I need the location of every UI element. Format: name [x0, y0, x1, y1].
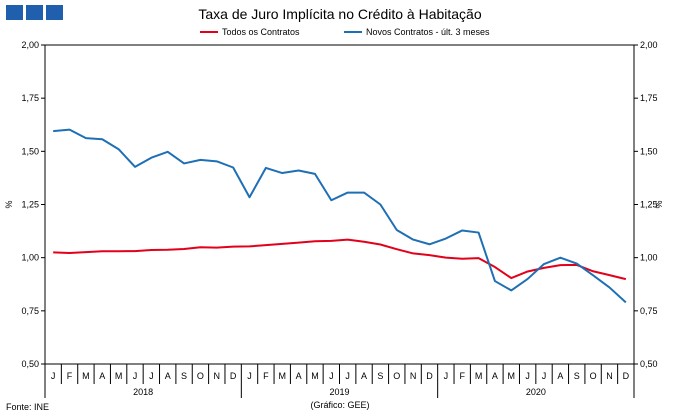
x-tick-label: O: [197, 371, 204, 381]
x-tick-label: N: [606, 371, 613, 381]
x-tick-label: A: [361, 371, 367, 381]
y-tick-label-right: 0,75: [640, 306, 658, 316]
x-tick-label: A: [557, 371, 563, 381]
y-tick-label-right: 1,25: [640, 200, 658, 210]
x-tick-label: M: [278, 371, 286, 381]
x-tick-label: S: [574, 371, 580, 381]
y-tick-label-left: 1,00: [21, 253, 39, 263]
x-tick-label: S: [181, 371, 187, 381]
legend-item-todos-contratos: Todos os Contratos: [200, 27, 300, 37]
x-tick-label: J: [542, 371, 547, 381]
y-tick-label-left: 0,50: [21, 359, 39, 369]
legend-label: Todos os Contratos: [222, 27, 300, 37]
x-tick-label: D: [230, 371, 237, 381]
x-year-label: 2018: [133, 387, 153, 397]
y-tick-label-left: 0,75: [21, 306, 39, 316]
series-line-novos-contratos: [53, 128, 627, 304]
legend-swatch: [200, 31, 218, 33]
y-tick-label-left: 1,75: [21, 93, 39, 103]
x-tick-label: D: [623, 371, 630, 381]
x-year-label: 2019: [329, 387, 349, 397]
x-tick-label: D: [426, 371, 433, 381]
x-tick-label: J: [525, 371, 530, 381]
x-tick-label: M: [115, 371, 123, 381]
x-tick-label: M: [475, 371, 483, 381]
x-tick-label: J: [345, 371, 350, 381]
x-tick-label: J: [149, 371, 154, 381]
x-tick-label: F: [459, 371, 465, 381]
x-tick-label: M: [311, 371, 319, 381]
x-tick-label: M: [82, 371, 90, 381]
x-tick-label: F: [67, 371, 73, 381]
y-tick-label-right: 0,50: [640, 359, 658, 369]
legend-label: Novos Contratos - últ. 3 meses: [366, 27, 490, 37]
x-tick-label: O: [393, 371, 400, 381]
chart-title: Taxa de Juro Implícita no Crédito à Habi…: [198, 6, 482, 22]
x-tick-label: A: [492, 371, 498, 381]
x-tick-label: F: [263, 371, 269, 381]
y-tick-label-left: 2,00: [21, 40, 39, 50]
y-tick-label-left: 1,25: [21, 200, 39, 210]
source-note: Fonte: INE: [6, 402, 50, 412]
legend-item-novos-contratos: Novos Contratos - últ. 3 meses: [344, 27, 490, 37]
x-tick-label: S: [377, 371, 383, 381]
y-axis-label-right: %: [654, 200, 664, 208]
x-tick-label: N: [214, 371, 221, 381]
series-line-todos-contratos: [53, 238, 627, 281]
x-tick-label: J: [51, 371, 56, 381]
y-tick-label-left: 1,50: [21, 146, 39, 156]
y-tick-label-right: 1,00: [640, 253, 658, 263]
x-tick-label: N: [410, 371, 417, 381]
x-tick-label: O: [590, 371, 597, 381]
x-tick-label: M: [508, 371, 516, 381]
y-axis-label-left: %: [4, 200, 14, 208]
x-tick-label: J: [329, 371, 334, 381]
x-tick-label: A: [165, 371, 171, 381]
credit-note: (Gráfico: GEE): [310, 400, 370, 410]
chart-legend: Todos os Contratos Novos Contratos - últ…: [0, 27, 680, 41]
x-tick-label: J: [133, 371, 138, 381]
legend-swatch: [344, 31, 362, 33]
y-tick-label-right: 1,75: [640, 93, 658, 103]
x-tick-label: A: [296, 371, 302, 381]
x-year-label: 2020: [526, 387, 546, 397]
y-tick-label-right: 2,00: [640, 40, 658, 50]
ine-logo: [6, 5, 63, 20]
x-tick-label: J: [444, 371, 449, 381]
plot-area: [44, 44, 635, 365]
x-tick-label: J: [247, 371, 252, 381]
x-tick-label: A: [99, 371, 105, 381]
y-tick-label-right: 1,50: [640, 146, 658, 156]
